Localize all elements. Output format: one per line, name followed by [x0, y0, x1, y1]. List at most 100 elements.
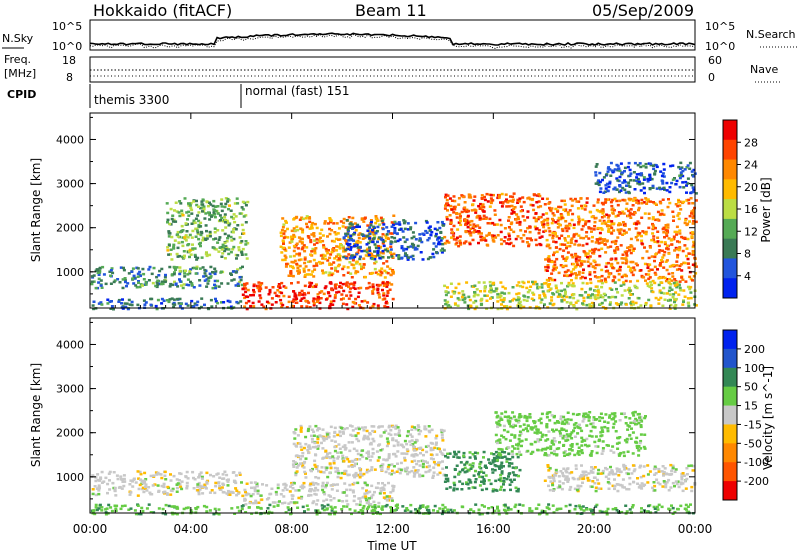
- velocity-cell: [628, 508, 632, 511]
- power-cell: [493, 223, 496, 226]
- power-cell: [489, 201, 493, 205]
- velocity-cell: [406, 472, 410, 476]
- velocity-cell: [371, 429, 375, 433]
- power-cell: [604, 198, 608, 201]
- power-cell: [382, 244, 386, 248]
- power-cell: [355, 260, 359, 264]
- power-cell: [666, 278, 669, 281]
- velocity-cell: [308, 447, 312, 450]
- power-region-2: [165, 197, 250, 261]
- power-cell: [92, 307, 96, 311]
- power-cell: [366, 286, 370, 290]
- velocity-cell: [203, 483, 207, 486]
- power-cell: [577, 223, 581, 226]
- power-cell: [231, 217, 235, 220]
- power-cell: [692, 188, 696, 191]
- power-cell: [372, 256, 376, 259]
- power-cell: [575, 262, 579, 265]
- power-cell: [198, 267, 202, 270]
- power-cell: [481, 236, 485, 240]
- velocity-cell: [414, 428, 418, 431]
- velocity-cell: [539, 431, 543, 434]
- power-cell: [575, 200, 579, 203]
- velocity-cell: [516, 455, 520, 459]
- power-cell: [604, 184, 608, 187]
- power-cell: [499, 298, 503, 302]
- power-cell: [634, 227, 638, 230]
- velocity-cell: [368, 497, 371, 500]
- power-cell: [311, 221, 315, 225]
- power-cell: [601, 306, 605, 309]
- power-cell: [656, 240, 660, 243]
- power-cell: [689, 277, 693, 281]
- velocity-cell: [294, 473, 298, 477]
- power-cell: [245, 282, 249, 285]
- power-cell: [468, 223, 472, 227]
- power-cell: [377, 237, 381, 241]
- power-cell: [188, 255, 191, 259]
- power-cell: [593, 270, 597, 274]
- power-cell: [389, 232, 393, 235]
- power-cell: [471, 238, 475, 242]
- power-cell: [395, 232, 399, 235]
- power-cell: [173, 280, 176, 284]
- velocity-cell: [338, 431, 342, 434]
- power-cell: [459, 223, 463, 227]
- velocity-cell: [330, 507, 334, 510]
- freq-label-bottom: [MHz]: [4, 67, 36, 80]
- power-cell: [320, 228, 324, 232]
- power-cell: [611, 207, 615, 211]
- power-cell: [538, 194, 542, 198]
- power-cell: [177, 211, 181, 214]
- power-cell: [641, 182, 645, 185]
- power-cell: [347, 235, 351, 239]
- power-cell: [379, 246, 382, 249]
- power-cell: [627, 228, 631, 231]
- power-cell: [491, 236, 495, 239]
- power-cell: [644, 301, 648, 305]
- velocity-cell: [307, 493, 311, 497]
- velocity-cell: [387, 453, 391, 456]
- power-cell: [519, 205, 523, 208]
- velocity-cell: [244, 511, 248, 514]
- power-cell: [665, 268, 669, 272]
- velocity-cell: [139, 472, 143, 476]
- velocity-cell: [247, 506, 251, 509]
- power-cell: [558, 223, 562, 226]
- power-cell: [224, 248, 228, 251]
- power-cell: [692, 168, 696, 172]
- power-cell: [283, 258, 287, 262]
- power-cell: [671, 210, 675, 213]
- power-cell: [650, 283, 653, 287]
- velocity-cell: [550, 439, 554, 443]
- power-cell: [574, 301, 578, 304]
- velocity-cell: [111, 481, 115, 485]
- power-cell: [297, 236, 301, 239]
- velocity-cell: [465, 481, 468, 484]
- velocity-cell: [304, 476, 308, 479]
- power-cell: [632, 247, 636, 250]
- power-cell: [208, 276, 212, 279]
- power-cell: [554, 207, 558, 211]
- velocity-cell: [494, 464, 498, 468]
- power-cell: [219, 202, 223, 206]
- power-cell: [690, 210, 694, 213]
- power-cell: [310, 223, 314, 227]
- velocity-cell: [362, 429, 366, 432]
- velocity-cell: [482, 450, 486, 454]
- power-cell: [357, 291, 361, 294]
- power-cell: [376, 219, 380, 222]
- power-cell: [506, 238, 510, 241]
- power-cell: [190, 284, 194, 287]
- velocity-cell: [573, 435, 577, 438]
- velocity-cell: [346, 457, 350, 461]
- noise-tick-low: 10^0: [52, 40, 82, 53]
- power-cell: [204, 212, 208, 215]
- velocity-cell: [91, 474, 95, 477]
- velocity-cell: [243, 488, 247, 492]
- power-cell: [565, 295, 569, 299]
- power-cell: [480, 217, 484, 221]
- velocity-cell: [269, 492, 273, 496]
- power-cell: [224, 202, 228, 206]
- velocity-cell: [410, 428, 414, 431]
